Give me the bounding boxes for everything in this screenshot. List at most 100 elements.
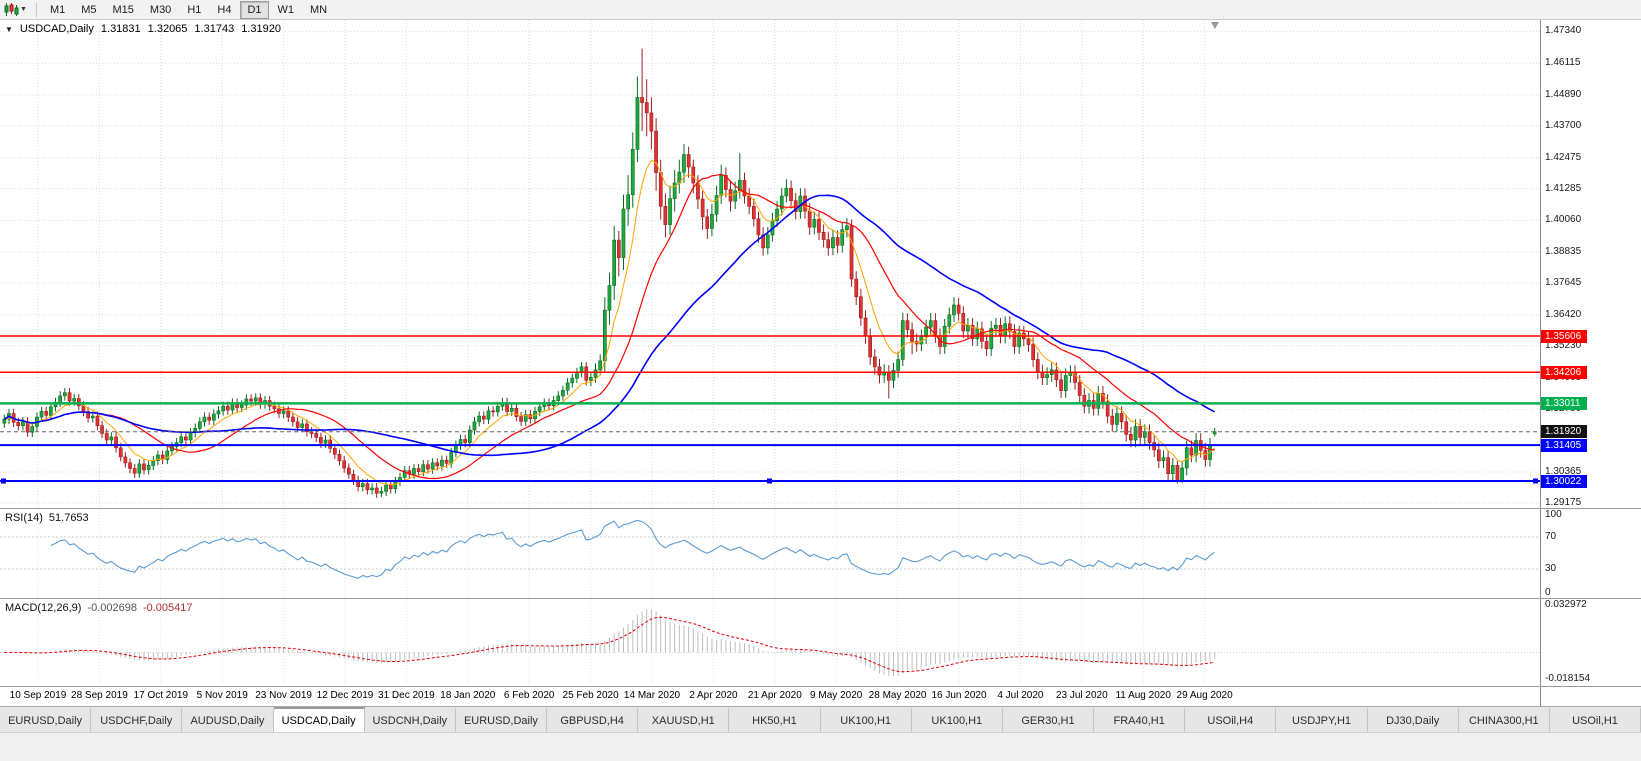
macd-header: MACD(12,26,9) -0.002698 -0.005417 [5, 602, 193, 614]
bottom-strip [0, 732, 1641, 761]
rsi-plot[interactable]: RSI(14) 51.7653 [0, 509, 1540, 598]
line-handle [1533, 478, 1538, 484]
price-badge-1.30022[interactable]: 1.30022 [1541, 474, 1587, 488]
tab-usdchf-daily[interactable]: USDCHF,Daily [91, 707, 183, 732]
price-tick: 1.35230 [1545, 339, 1582, 351]
chart-type-icon[interactable] [3, 3, 19, 16]
macd-axis[interactable]: 0.032972 -0.018154 [1540, 599, 1641, 686]
chart-header: ▼ USDCAD,Daily 1.31831 1.32065 1.31743 1… [5, 23, 281, 35]
price-tick: 1.42475 [1545, 151, 1582, 163]
tab-dj30-daily[interactable]: DJ30,Daily [1367, 707, 1459, 732]
tab-uk100-h1[interactable]: UK100,H1 [911, 707, 1003, 732]
price-badge-1.31405[interactable]: 1.31405 [1541, 438, 1587, 452]
macd-panel: MACD(12,26,9) -0.002698 -0.005417 0.0329… [0, 598, 1641, 686]
date-axis-labels: 10 Sep 2019 28 Sep 2019 17 Oct 2019 5 Nov 2… [0, 687, 1540, 706]
price-chart-plot[interactable]: ▼ USDCAD,Daily 1.31831 1.32065 1.31743 1… [0, 20, 1540, 508]
tab-gbpusd-h4[interactable]: GBPUSD,H4 [547, 707, 639, 732]
price-tick: 1.36420 [1545, 308, 1582, 320]
tab-usdjpy-h1[interactable]: USDJPY,H1 [1276, 707, 1368, 732]
slow-ma [3, 194, 1216, 457]
macd-plot[interactable]: MACD(12,26,9) -0.002698 -0.005417 [0, 599, 1540, 686]
timeframe-M5[interactable]: M5 [81, 3, 97, 16]
date-label: 2 Apr 2020 [689, 690, 738, 701]
tab-uk100-h1[interactable]: UK100,H1 [820, 707, 912, 732]
timeframe-MN[interactable]: MN [310, 3, 328, 16]
macd-histogram [8, 609, 1216, 677]
date-axis-corner [1540, 687, 1641, 706]
symbol-timeframe-label: USDCAD,Daily [19, 23, 94, 35]
tab-usoil-h1[interactable]: USOil,H1 [1549, 707, 1641, 732]
price-tick: 1.43700 [1545, 119, 1582, 131]
tab-usdcnh-daily[interactable]: USDCNH,Daily [364, 707, 456, 732]
date-label: 10 Sep 2019 [9, 690, 67, 701]
date-label: 14 Mar 2020 [623, 690, 681, 701]
toolbar-separator [35, 2, 37, 17]
timeframe-D1[interactable]: D1 [240, 0, 269, 19]
rsi-line [50, 519, 1216, 579]
timeframe-M1[interactable]: M1 [49, 3, 66, 16]
date-label: 4 Jul 2020 [997, 690, 1044, 701]
macd-name: MACD(12,26,9) [5, 602, 82, 614]
chart-dropdown-icon[interactable]: ▼ [5, 24, 13, 34]
line-handle [1, 478, 6, 484]
rsi-name: RSI(14) [5, 512, 43, 524]
rsi-panel: RSI(14) 51.7653 100 70 30 0 [0, 508, 1641, 598]
date-label: 31 Dec 2019 [378, 690, 435, 701]
tab-eurusd-daily[interactable]: EURUSD,Daily [455, 707, 548, 732]
price-tick: 1.29175 [1545, 496, 1582, 508]
timeframe-H1[interactable]: H1 [187, 3, 202, 16]
tab-usoil-h4[interactable]: USOil,H4 [1185, 707, 1277, 732]
price-tick: 1.37645 [1545, 277, 1582, 289]
price-chart-svg [0, 20, 1540, 508]
timeframe-M15[interactable]: M15 [112, 3, 134, 16]
date-axis[interactable]: 10 Sep 2019 28 Sep 2019 17 Oct 2019 5 Nov 2… [0, 686, 1641, 706]
tab-xauusd-h1[interactable]: XAUUSD,H1 [638, 707, 730, 732]
chart-type-dropdown-icon[interactable]: ▼ [20, 6, 27, 13]
chart-shift-marker [1211, 22, 1219, 29]
timeframe-H4[interactable]: H4 [217, 3, 232, 16]
date-label: 5 Nov 2019 [196, 690, 248, 701]
price-badge-1.33011[interactable]: 1.33011 [1541, 396, 1587, 410]
macd-tick: -0.018154 [1545, 673, 1591, 684]
timeframe-M30[interactable]: M30 [149, 3, 172, 16]
price-tick: 1.47340 [1545, 25, 1582, 37]
tab-fra40-h1[interactable]: FRA40,H1 [1094, 707, 1186, 732]
rsi-tick: 30 [1545, 563, 1557, 574]
price-badge-1.34206[interactable]: 1.34206 [1541, 365, 1587, 379]
macd-signal-value: -0.005417 [142, 602, 193, 614]
candles [2, 48, 1217, 498]
ohlc-close: 1.31920 [241, 23, 281, 35]
date-label: 28 Sep 2019 [71, 690, 128, 701]
tab-audusd-daily[interactable]: AUDUSD,Daily [182, 707, 274, 732]
ohlc-low: 1.31743 [194, 23, 235, 35]
date-label: 6 Feb 2020 [503, 690, 555, 701]
timeframe-toolbar: ▼ M1 M5 M15 M30 H1 H4 D1 W1 MN [0, 0, 1641, 20]
price-axis[interactable]: 1.47340 1.46115 1.44890 1.43700 1.42475 1.412… [1540, 20, 1641, 508]
tab-eurusd-daily[interactable]: EURUSD,Daily [0, 707, 92, 732]
date-label: 18 Jan 2020 [440, 690, 496, 701]
tab-usdcad-daily[interactable]: USDCAD,Daily [273, 707, 365, 732]
mid-ma [3, 173, 1215, 480]
price-tick: 1.46115 [1545, 57, 1581, 69]
tab-hk50-h1[interactable]: HK50,H1 [729, 707, 821, 732]
rsi-tick: 0 [1545, 587, 1551, 598]
date-label: 12 Dec 2019 [316, 690, 374, 701]
rsi-tick: 70 [1545, 531, 1557, 542]
rsi-tick: 100 [1545, 509, 1562, 520]
line-handle [767, 478, 772, 484]
tab-ger30-h1[interactable]: GER30,H1 [1002, 707, 1095, 732]
rsi-axis[interactable]: 100 70 30 0 [1540, 509, 1641, 598]
price-badge-1.35606[interactable]: 1.35606 [1541, 329, 1587, 343]
tab-china300-h1[interactable]: CHINA300,H1 [1458, 707, 1550, 732]
timeframe-W1[interactable]: W1 [277, 3, 295, 16]
date-label: 25 Feb 2020 [562, 690, 619, 701]
macd-tick: 0.032972 [1545, 599, 1587, 610]
current-price-badge[interactable]: 1.31920 [1541, 425, 1587, 439]
price-tick: 1.30365 [1545, 466, 1582, 477]
date-label: 16 Jun 2020 [931, 690, 987, 701]
date-label: 9 May 2020 [810, 690, 863, 701]
macd-signal-line [4, 616, 1215, 673]
price-tick: 1.41285 [1545, 182, 1582, 194]
price-chart-panel: ▼ USDCAD,Daily 1.31831 1.32065 1.31743 1… [0, 20, 1641, 508]
